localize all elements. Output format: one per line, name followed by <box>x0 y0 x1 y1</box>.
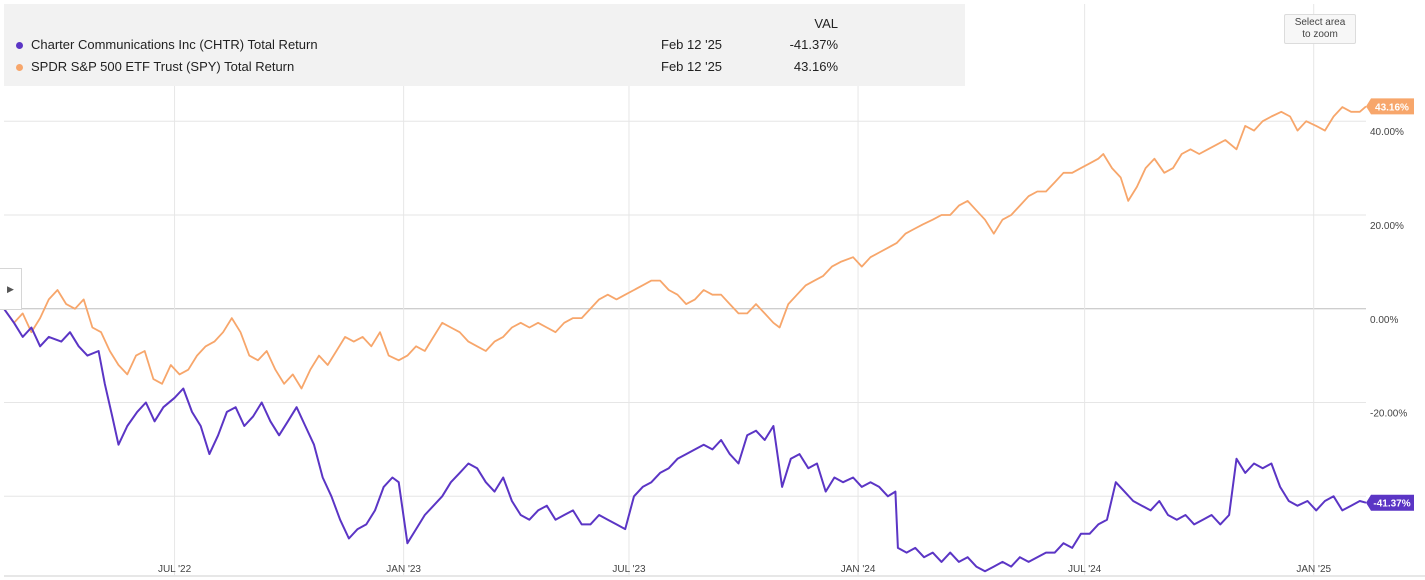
x-tick-label: JUL '23 <box>612 564 646 575</box>
legend-series-value: 43.16% <box>793 59 838 74</box>
sidebar-toggle-button[interactable]: ▶ <box>0 268 22 310</box>
end-labels: -41.37% 43.16% <box>1366 98 1414 511</box>
end-label-tag <box>1366 98 1414 115</box>
series-line-spy <box>3 105 1367 390</box>
end-label-spy: 43.16% <box>1366 98 1414 115</box>
y-tick-label: -20.00% <box>1370 409 1407 420</box>
series-marker-icon <box>16 64 23 71</box>
legend-item-chtr[interactable]: Charter Communications Inc (CHTR) Total … <box>4 37 965 57</box>
end-label-text: 43.16% <box>1375 102 1409 113</box>
x-tick-label: JAN '25 <box>1296 564 1331 575</box>
zoom-button-label: Select area to zoom <box>1294 17 1346 40</box>
legend-value-header: VAL <box>814 16 838 31</box>
x-axis: JUL '22 JAN '23 JUL '23 JAN '24 JUL '24 JAN '… <box>158 564 1332 575</box>
legend-series-name: Charter Communications Inc (CHTR) Total … <box>31 37 318 52</box>
end-label-chtr: -41.37% <box>1366 494 1414 511</box>
x-tick-label: JAN '24 <box>841 564 876 575</box>
legend-series-value: -41.37% <box>789 37 838 52</box>
series-marker-icon <box>16 42 23 49</box>
select-area-zoom-button[interactable]: Select area to zoom <box>1284 14 1356 44</box>
x-tick-label: JUL '24 <box>1068 564 1102 575</box>
x-tick-label: JUL '22 <box>158 564 192 575</box>
y-tick-label: 0.00% <box>1370 315 1398 326</box>
caret-right-icon: ▶ <box>7 283 14 294</box>
y-tick-label: 20.00% <box>1370 221 1404 232</box>
end-label-tag <box>1366 494 1414 511</box>
legend: VAL Charter Communications Inc (CHTR) To… <box>4 4 965 86</box>
series-lines <box>3 105 1367 573</box>
y-tick-label: 40.00% <box>1370 127 1404 138</box>
x-tick-label: JAN '23 <box>386 564 421 575</box>
legend-series-date: Feb 12 '25 <box>661 37 723 52</box>
grid-lines <box>4 4 1425 577</box>
legend-item-spy[interactable]: SPDR S&P 500 ETF Trust (SPY) Total Retur… <box>4 59 965 79</box>
legend-series-name: SPDR S&P 500 ETF Trust (SPY) Total Retur… <box>31 59 295 74</box>
end-label-text: -41.37% <box>1373 499 1410 510</box>
series-line-chtr <box>3 308 1367 573</box>
legend-series-date: Feb 12 '25 <box>661 59 723 74</box>
